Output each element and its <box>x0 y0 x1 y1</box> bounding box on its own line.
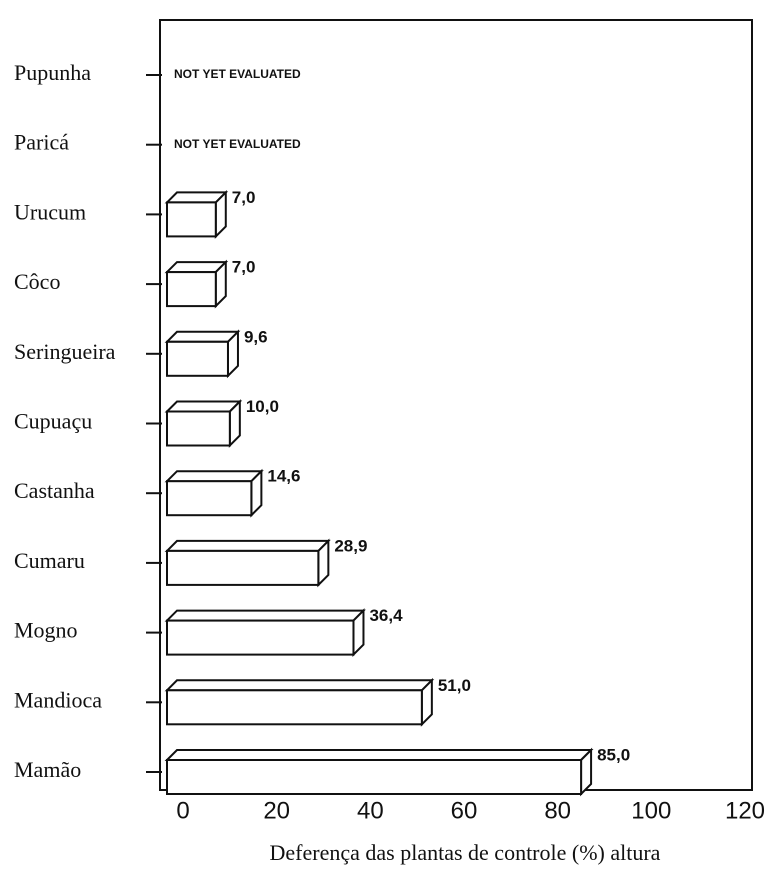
y-tick-label: Pupunha <box>14 60 91 85</box>
bar-top <box>164 400 243 413</box>
x-tick-label: 40 <box>357 797 384 824</box>
x-tick-label: 0 <box>176 797 189 824</box>
value-label: 10,0 <box>246 397 279 416</box>
bar-top <box>164 470 264 483</box>
y-tick-label: Mamão <box>14 757 81 782</box>
y-tick-label: Côco <box>14 269 60 294</box>
annotation: NOT YET EVALUATED <box>174 67 301 81</box>
bar <box>166 689 423 726</box>
value-label: 85,0 <box>597 745 630 764</box>
bar <box>166 480 253 517</box>
y-tick-label: Castanha <box>14 478 95 503</box>
y-tick-label: Mandioca <box>14 687 102 712</box>
value-label: 7,0 <box>232 188 256 207</box>
value-label: 51,0 <box>438 676 471 695</box>
bar <box>166 271 217 308</box>
bar <box>166 201 217 238</box>
y-tick-label: Cumaru <box>14 548 85 573</box>
bar-top <box>164 679 435 692</box>
annotation: NOT YET EVALUATED <box>174 137 301 151</box>
bar-top <box>164 609 366 622</box>
x-tick-label: 120 <box>725 797 765 824</box>
value-label: 14,6 <box>267 467 300 486</box>
bar <box>166 410 231 447</box>
y-tick-label: Paricá <box>14 130 69 155</box>
x-tick-label: 80 <box>544 797 571 824</box>
value-label: 7,0 <box>232 258 256 277</box>
bar <box>166 340 229 377</box>
bar-top <box>164 749 594 761</box>
x-tick-label: 100 <box>631 797 671 824</box>
bar <box>166 619 355 656</box>
bar <box>166 549 320 586</box>
y-tick-label: Mogno <box>14 618 78 643</box>
bar-top <box>164 539 331 552</box>
x-tick-label: 60 <box>451 797 478 824</box>
value-label: 28,9 <box>334 536 367 555</box>
bar <box>166 759 583 795</box>
y-tick-label: Cupuaçu <box>14 409 92 434</box>
value-label: 36,4 <box>369 606 403 625</box>
x-tick-label: 20 <box>263 797 290 824</box>
y-tick-label: Urucum <box>14 199 86 224</box>
bar-top <box>164 330 241 343</box>
x-axis-label: Deferença das plantas de controle (%) al… <box>270 840 661 865</box>
value-label: 9,6 <box>244 327 268 346</box>
y-tick-label: Seringueira <box>14 339 116 364</box>
